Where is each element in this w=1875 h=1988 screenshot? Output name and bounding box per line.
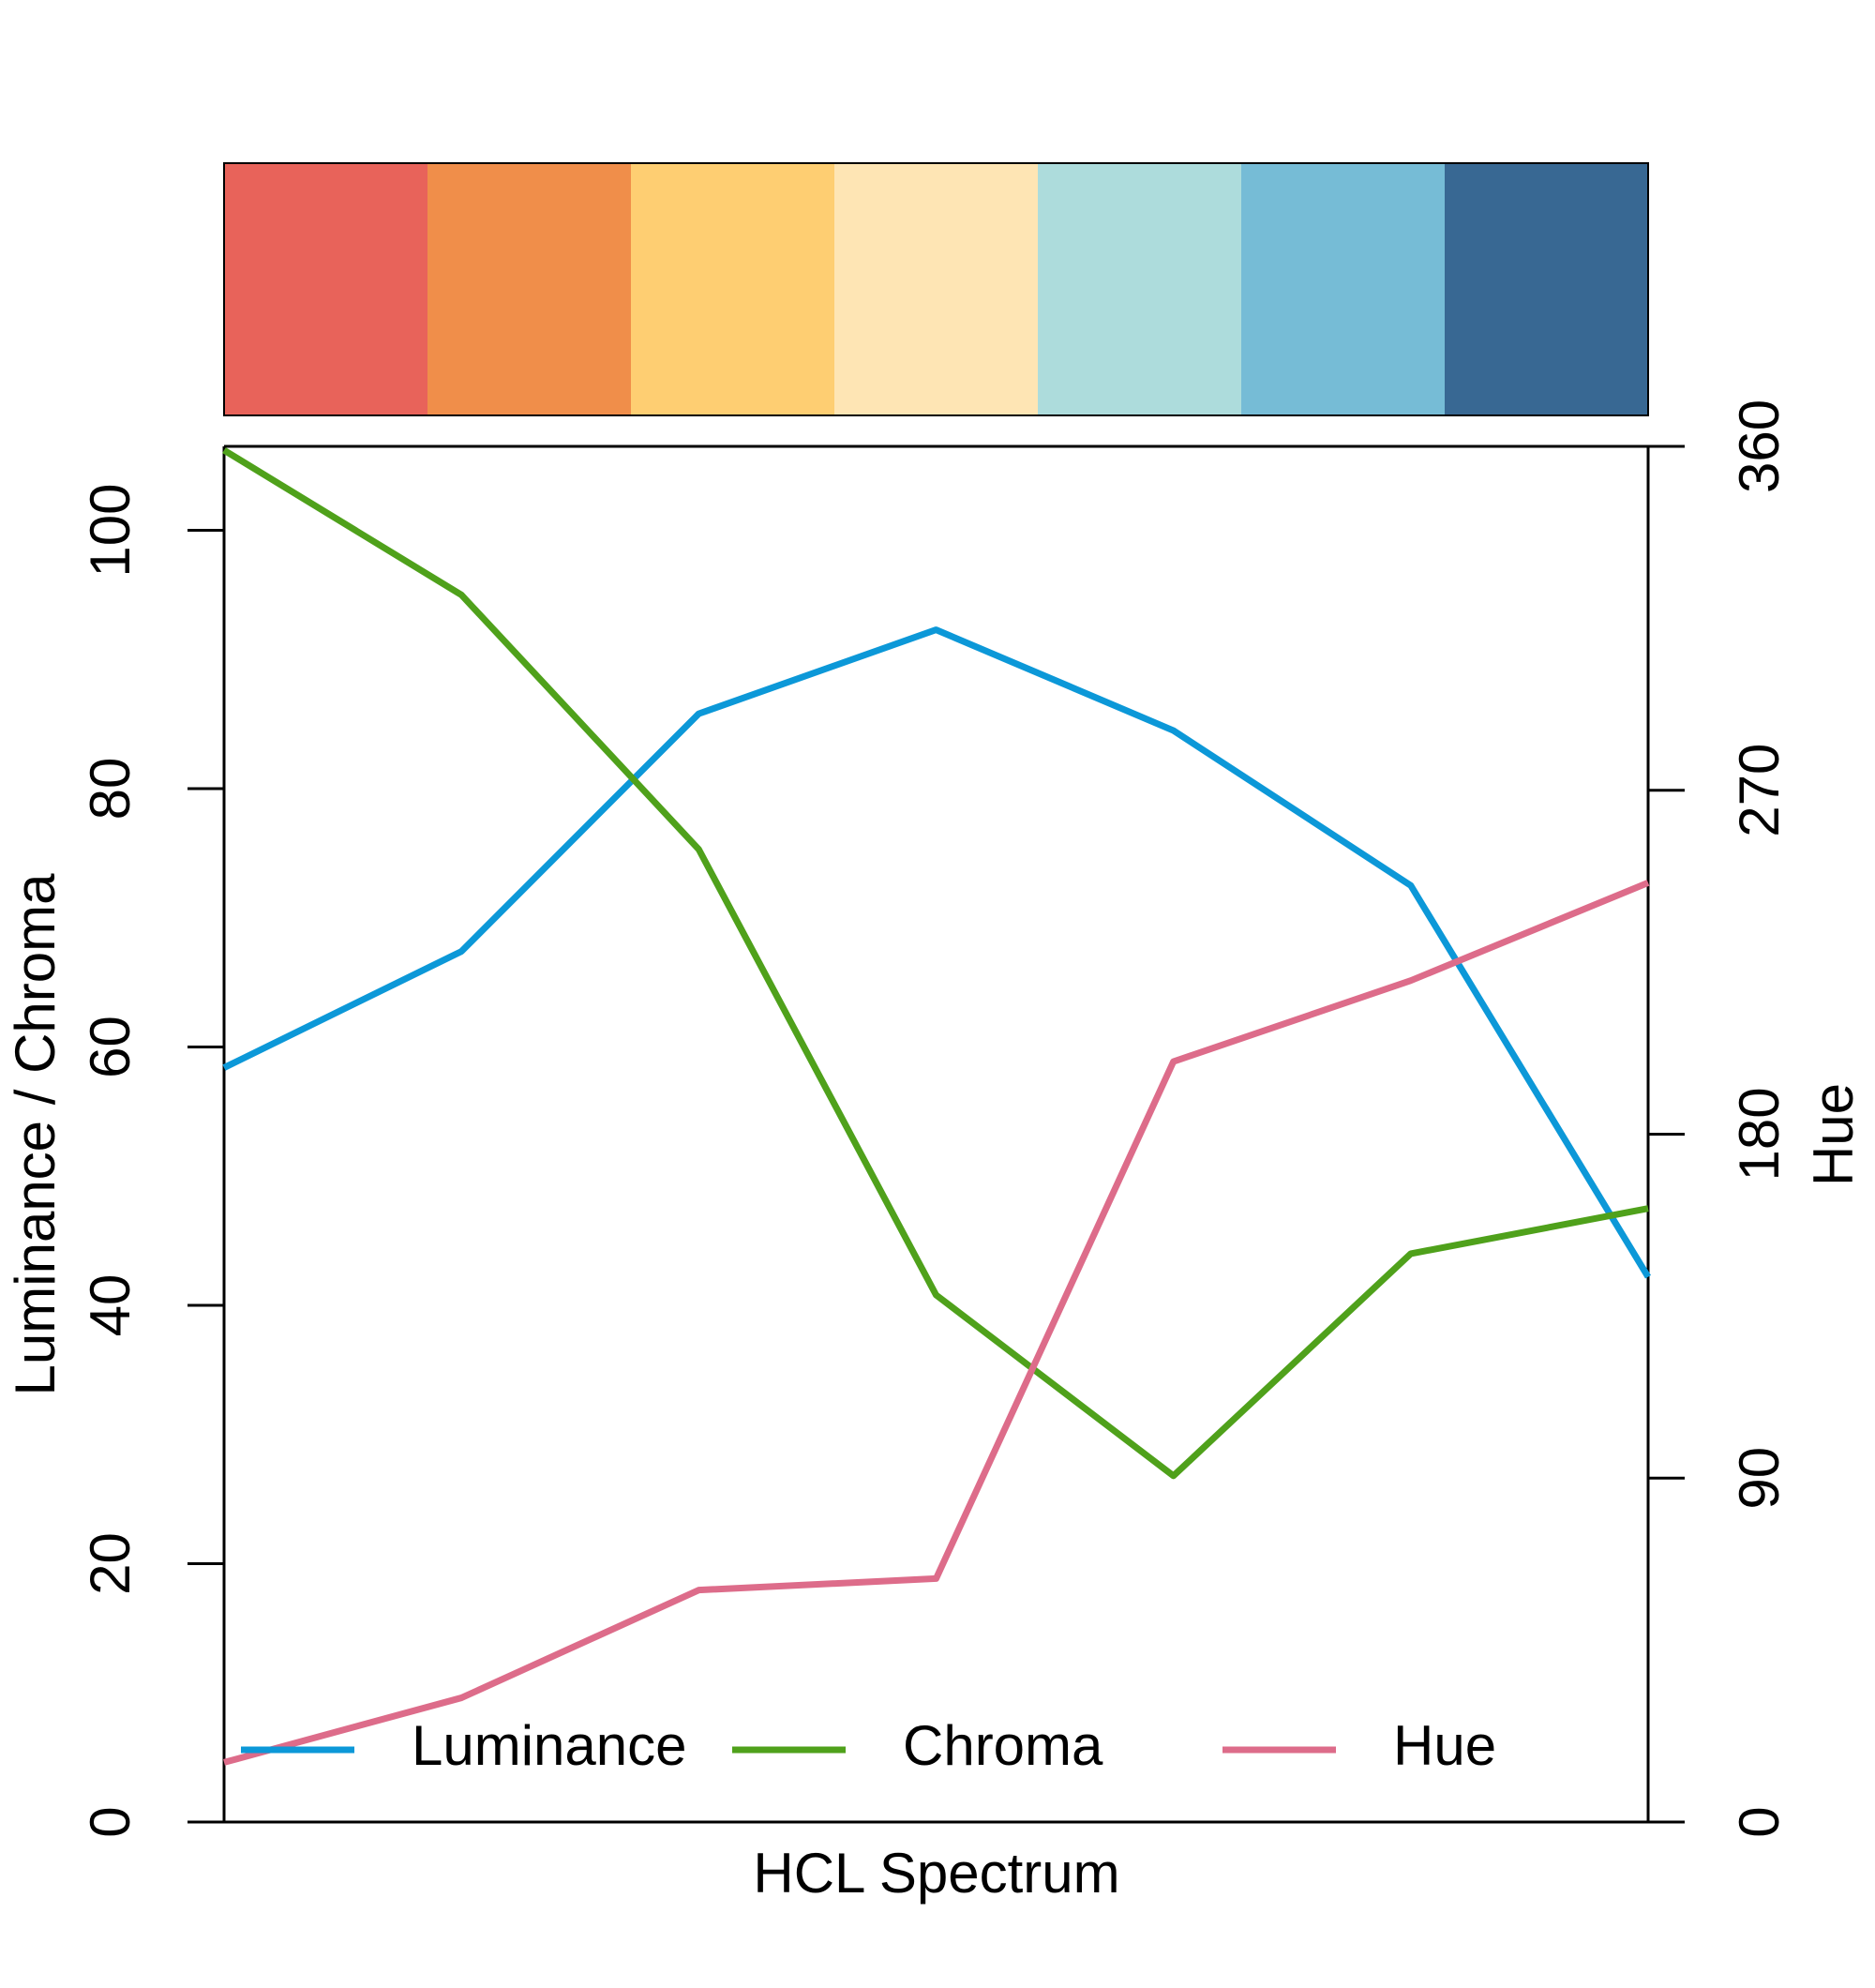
y-tick-label: 0 [79, 1806, 142, 1837]
legend-label: Luminance [412, 1714, 687, 1777]
color-swatch [1038, 163, 1242, 415]
color-swatch [1445, 163, 1649, 415]
series-line [222, 447, 1649, 1480]
y2-tick-label: 180 [1728, 1087, 1791, 1181]
x-axis-title: HCL Spectrum [753, 1842, 1119, 1905]
series-line [223, 880, 1650, 1766]
swatch-border [223, 162, 1649, 416]
y2-axis-title: Hue [1802, 1083, 1865, 1186]
y2-tick-label: 360 [1728, 399, 1791, 493]
y-tick-label: 20 [79, 1532, 142, 1595]
color-swatch [1241, 163, 1446, 415]
legend-label: Chroma [903, 1714, 1103, 1777]
color-swatch [834, 163, 1039, 415]
y-tick-label: 60 [79, 1016, 142, 1078]
y-tick-label: 40 [79, 1274, 142, 1337]
y2-tick-label: 270 [1728, 744, 1791, 837]
y2-tick-label: 0 [1728, 1806, 1791, 1837]
color-swatch [428, 163, 632, 415]
color-swatch [224, 163, 428, 415]
color-swatch [631, 163, 835, 415]
series-line [222, 626, 1651, 1279]
y-tick-label: 100 [79, 483, 142, 577]
y-tick-label: 80 [79, 758, 142, 821]
y-axis-title: Luminance / Chroma [4, 873, 67, 1396]
y2-tick-label: 90 [1728, 1447, 1791, 1510]
legend-label: Hue [1393, 1714, 1496, 1777]
